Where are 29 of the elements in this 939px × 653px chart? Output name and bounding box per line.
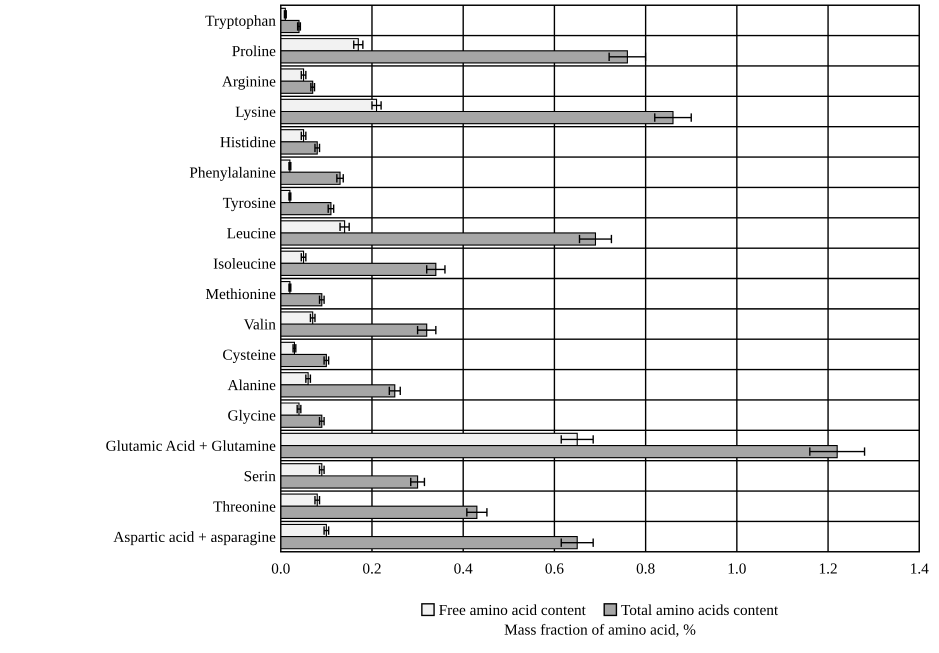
y-tick-label: Isoleucine — [214, 258, 276, 269]
y-tick-label: Leucine — [227, 228, 276, 238]
x-tick-label: 0.2 — [363, 563, 381, 574]
x-tick-label: 1.0 — [728, 563, 746, 574]
y-tick-label: Tryptophan — [205, 15, 276, 30]
y-tick-label: Threonine — [213, 500, 276, 512]
y-tick-label: Proline — [232, 45, 276, 56]
y-tick-label: Aspartic acid + asparagine — [113, 531, 276, 546]
x-axis-title: Mass fraction of amino acid, % — [504, 624, 696, 637]
x-tick-label: 1.2 — [820, 563, 837, 574]
y-tick-label: Valin — [244, 318, 276, 330]
x-tick-label: 0.4 — [454, 563, 473, 574]
y-tick-label: Glutamic Acid + Glutamine — [106, 440, 276, 451]
legend-label: Total amino acids content — [621, 604, 778, 616]
y-tick-label: Histidine — [220, 136, 276, 148]
y-tick-label: Methionine — [206, 288, 276, 300]
x-tick-label: 0.0 — [272, 563, 290, 574]
x-tick-label: 1.4 — [911, 563, 929, 574]
x-tick-label: 0.6 — [545, 563, 564, 574]
y-tick-label: Tyrosine — [222, 198, 276, 212]
y-tick-label: Serin — [244, 471, 276, 482]
y-tick-label: Alanine — [228, 379, 276, 390]
y-tick-label: Glycine — [228, 410, 276, 424]
x-tick-label: 0.8 — [636, 563, 655, 574]
y-tick-label: Lysine — [236, 106, 276, 120]
y-tick-label: Arginine — [222, 76, 276, 90]
y-tick-label: Cysteine — [223, 350, 276, 363]
y-tick-label: Phenylalanine — [190, 166, 276, 181]
legend-label: Free amino acid content — [439, 604, 586, 616]
